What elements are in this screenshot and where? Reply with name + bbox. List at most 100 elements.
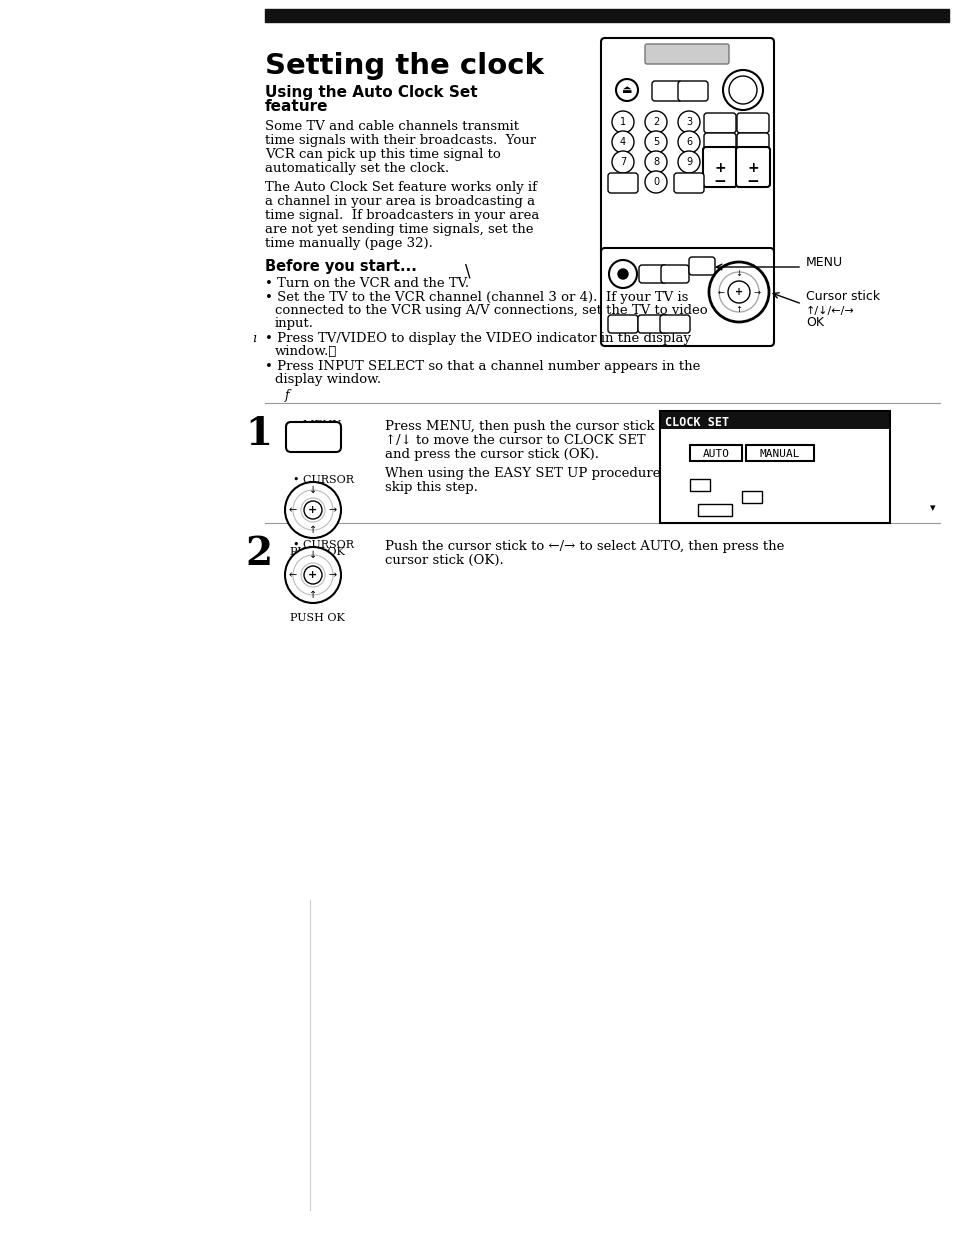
- FancyBboxPatch shape: [644, 44, 728, 64]
- Circle shape: [644, 170, 666, 193]
- Circle shape: [644, 111, 666, 133]
- Text: 7: 7: [619, 157, 625, 167]
- FancyBboxPatch shape: [638, 315, 667, 333]
- Text: ▾: ▾: [929, 503, 935, 513]
- Bar: [689, 445, 741, 461]
- Text: • Turn on the VCR and the TV.: • Turn on the VCR and the TV.: [265, 277, 469, 290]
- Text: 2: 2: [245, 535, 272, 573]
- Text: 5: 5: [652, 137, 659, 147]
- FancyBboxPatch shape: [688, 257, 714, 275]
- Text: to select: to select: [711, 479, 774, 489]
- Text: 9: 9: [685, 157, 691, 167]
- Circle shape: [285, 547, 340, 603]
- Text: feature: feature: [265, 99, 328, 114]
- Text: ↑: ↑: [309, 590, 316, 600]
- Text: ↑/↓ to move the cursor to CLOCK SET: ↑/↓ to move the cursor to CLOCK SET: [385, 433, 645, 447]
- Text: ↓: ↓: [735, 269, 741, 279]
- Text: 1: 1: [619, 117, 625, 127]
- Text: 8: 8: [652, 157, 659, 167]
- Text: Then  push: Then push: [664, 492, 733, 501]
- Circle shape: [608, 261, 637, 288]
- Text: AUTO: AUTO: [701, 450, 729, 459]
- Circle shape: [618, 269, 627, 279]
- Text: →: →: [753, 288, 760, 296]
- Text: −: −: [713, 174, 725, 189]
- Circle shape: [644, 151, 666, 173]
- Text: OK: OK: [745, 493, 757, 503]
- Text: ↑/↓/←/→: ↑/↓/←/→: [805, 306, 854, 316]
- FancyBboxPatch shape: [660, 266, 688, 283]
- Text: 2: 2: [652, 117, 659, 127]
- Text: ı: ı: [252, 332, 255, 345]
- FancyBboxPatch shape: [659, 315, 689, 333]
- Text: Cursor stick: Cursor stick: [805, 290, 880, 304]
- Circle shape: [678, 151, 700, 173]
- Text: cursor stick (OK).: cursor stick (OK).: [385, 555, 503, 567]
- FancyBboxPatch shape: [703, 112, 735, 133]
- Text: Using the Auto Clock Set: Using the Auto Clock Set: [265, 85, 477, 100]
- Bar: [741, 492, 761, 503]
- Bar: [745, 445, 813, 461]
- Text: to quit: to quit: [733, 504, 783, 514]
- Circle shape: [678, 131, 700, 153]
- Text: 4: 4: [619, 137, 625, 147]
- Text: display window.: display window.: [274, 373, 381, 387]
- Text: When using the EASY SET UP procedure,: When using the EASY SET UP procedure,: [385, 467, 664, 480]
- Circle shape: [304, 566, 322, 584]
- Text: ↓: ↓: [309, 550, 316, 559]
- Text: • Press TV/VIDEO to display the VIDEO indicator in the display: • Press TV/VIDEO to display the VIDEO in…: [265, 332, 690, 345]
- Text: ↔: ↔: [697, 480, 702, 492]
- FancyBboxPatch shape: [607, 315, 638, 333]
- Text: PUSH OK: PUSH OK: [290, 613, 345, 622]
- Circle shape: [612, 111, 634, 133]
- Circle shape: [616, 79, 638, 101]
- Circle shape: [722, 70, 762, 110]
- Circle shape: [612, 151, 634, 173]
- FancyBboxPatch shape: [737, 133, 768, 153]
- Bar: [265, 9, 948, 22]
- Text: MENU: MENU: [805, 256, 842, 268]
- Text: time signal.  If broadcasters in your area: time signal. If broadcasters in your are…: [265, 209, 538, 222]
- Text: +: +: [714, 161, 725, 175]
- Text: The Auto Clock Set feature works only if: The Auto Clock Set feature works only if: [265, 182, 537, 194]
- Text: time manually (page 32).: time manually (page 32).: [265, 237, 433, 249]
- FancyBboxPatch shape: [600, 38, 773, 256]
- Text: input.: input.: [274, 317, 314, 330]
- Circle shape: [644, 131, 666, 153]
- Text: Push: Push: [664, 504, 696, 514]
- Text: connected to the VCR using A/V connections, set the TV to video: connected to the VCR using A/V connectio…: [274, 304, 707, 317]
- Text: −: −: [746, 174, 759, 189]
- Text: Push the cursor stick to ←/→ to select AUTO, then press the: Push the cursor stick to ←/→ to select A…: [385, 540, 783, 553]
- FancyBboxPatch shape: [600, 248, 773, 346]
- Text: • Press INPUT SELECT so that a channel number appears in the: • Press INPUT SELECT so that a channel n…: [265, 359, 700, 373]
- Circle shape: [285, 482, 340, 538]
- Text: automatically set the clock.: automatically set the clock.: [265, 162, 449, 175]
- Text: a channel in your area is broadcasting a: a channel in your area is broadcasting a: [265, 195, 535, 207]
- Circle shape: [728, 77, 757, 104]
- Text: Some TV and cable channels transmit: Some TV and cable channels transmit: [265, 120, 518, 133]
- Text: • Set the TV to the VCR channel (channel 3 or 4).  If your TV is: • Set the TV to the VCR channel (channel…: [265, 291, 688, 304]
- FancyBboxPatch shape: [607, 173, 638, 193]
- FancyBboxPatch shape: [735, 147, 769, 186]
- Text: ←: ←: [289, 571, 296, 580]
- Text: f: f: [285, 389, 290, 403]
- Circle shape: [708, 262, 768, 322]
- FancyBboxPatch shape: [286, 422, 340, 452]
- FancyBboxPatch shape: [639, 266, 666, 283]
- Text: ⏏: ⏏: [621, 85, 632, 95]
- Text: 3: 3: [685, 117, 691, 127]
- Circle shape: [304, 501, 322, 519]
- FancyBboxPatch shape: [678, 82, 707, 101]
- Text: →: →: [329, 571, 336, 580]
- Text: ←: ←: [289, 505, 296, 515]
- Text: \: \: [464, 262, 470, 280]
- Text: 1: 1: [245, 415, 272, 453]
- Text: +: +: [734, 287, 742, 296]
- Text: VCR can pick up this time signal to: VCR can pick up this time signal to: [265, 148, 500, 161]
- Text: Before you start...: Before you start...: [265, 259, 416, 274]
- Circle shape: [727, 282, 749, 303]
- Text: +: +: [746, 161, 758, 175]
- Text: ←: ←: [717, 288, 723, 296]
- Text: • MENU: • MENU: [293, 420, 341, 430]
- Text: window.⏐: window.⏐: [274, 345, 337, 358]
